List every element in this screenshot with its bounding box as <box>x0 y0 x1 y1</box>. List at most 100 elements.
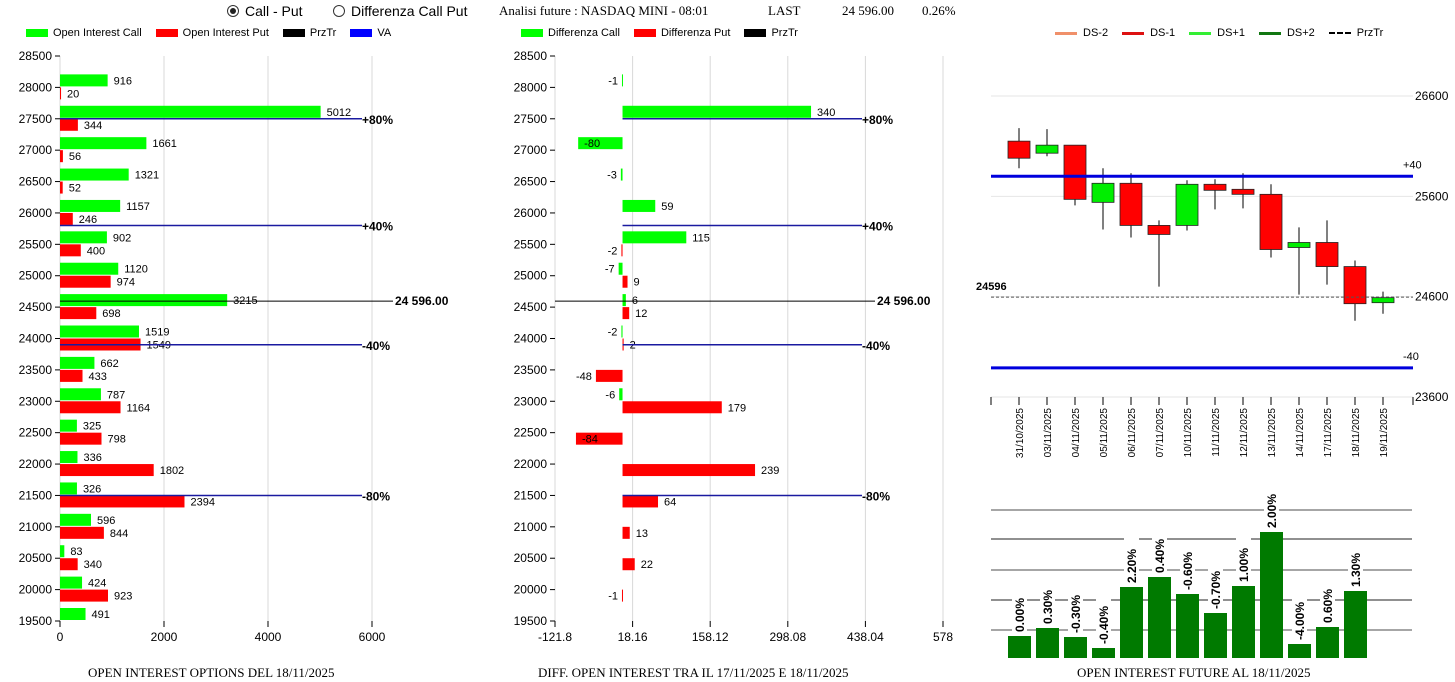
legend-label: PrzTr <box>1356 27 1384 39</box>
y-tick-label: 27500 <box>514 112 548 126</box>
va-label: -40% <box>862 339 890 353</box>
y-tick-label: 25000 <box>19 269 53 283</box>
bar-put-label: 239 <box>761 465 779 477</box>
bar-put <box>60 526 104 539</box>
x-tick-label: 03/11/2025 <box>1043 408 1054 458</box>
legend-diff: Differenza Call Differenza Put PrzTr <box>521 27 812 39</box>
legend-label: PrzTr <box>771 27 798 39</box>
bar-call-label: 662 <box>100 358 118 370</box>
legend-label: Open Interest Call <box>53 27 142 39</box>
bar-put <box>60 589 108 602</box>
legend-label: DS+2 <box>1286 27 1315 39</box>
przTr-label: 24 596.00 <box>877 294 931 308</box>
caption-diff: DIFF. OPEN INTEREST TRA IL 17/11/2025 E … <box>538 665 849 680</box>
x-tick-label: 298.08 <box>769 630 806 644</box>
x-tick-label: 14/11/2025 <box>1295 408 1306 458</box>
va-label: +40% <box>862 220 893 234</box>
header-last-label: LAST <box>768 3 801 18</box>
bar-put-label: -1 <box>608 591 618 603</box>
legend-line <box>1189 31 1212 35</box>
legend-line <box>1055 31 1077 35</box>
bar-put <box>60 181 63 194</box>
przTr-label: 24596 <box>976 281 1007 293</box>
bar-put-label: -2 <box>608 245 618 257</box>
y-tick-label: 25000 <box>514 269 548 283</box>
bar-put-label: 433 <box>89 371 107 383</box>
legend-item-ds+1: DS+1 <box>1189 27 1245 39</box>
chart-diff-open-interest: -121.8 18.16 158.12 298.08 438.04 578 28500 280… <box>514 49 954 644</box>
y-tick-label: 25600 <box>1415 189 1449 203</box>
candle-down <box>1259 193 1283 250</box>
legend-options: Open Interest Call Open Interest Put Prz… <box>26 27 405 39</box>
legend-label: Differenza Put <box>660 27 731 39</box>
candle-down <box>1231 188 1255 195</box>
caption-future: OPEN INTEREST FUTURE AL 18/11/2025 <box>1077 665 1311 680</box>
bar-call-label: 787 <box>107 389 125 401</box>
x-tick-label: 17/11/2025 <box>1323 408 1334 458</box>
y-tick-label: 25500 <box>19 237 53 251</box>
bar-put-label: 1802 <box>160 465 184 477</box>
y-tick-label: 28000 <box>19 80 53 94</box>
y-tick-label: 24000 <box>19 332 53 346</box>
future-bar-label: 0.60% <box>1321 589 1335 623</box>
bar-put <box>622 275 628 288</box>
bar-put-label: 179 <box>728 402 746 414</box>
radio-differenza-label: Differenza Call Put <box>351 3 468 19</box>
y-tick-label: 21000 <box>514 520 548 534</box>
bar-call <box>578 137 623 150</box>
x-tick-label: 2000 <box>151 630 178 644</box>
bar-call <box>60 325 139 338</box>
x-tick-label: 4000 <box>255 630 282 644</box>
future-bar-label: 2.20% <box>1125 549 1139 583</box>
y-tick-label: 23500 <box>514 363 548 377</box>
y-tick-label: 19500 <box>514 614 548 628</box>
bar-put <box>622 464 756 477</box>
x-tick-label: 10/11/2025 <box>1183 408 1194 458</box>
future-bar <box>1344 591 1367 658</box>
y-tick-label: 20500 <box>19 551 53 565</box>
bar-put <box>60 495 185 508</box>
bar-put <box>60 275 111 288</box>
bar-put-label: 698 <box>102 308 120 320</box>
header-change: 0.26% <box>922 3 956 18</box>
radio-differenza-call-put[interactable]: Differenza Call Put <box>333 3 467 19</box>
legend-label: DS-2 <box>1083 27 1109 39</box>
bar-call <box>60 513 91 526</box>
header-last-value: 24 596.00 <box>842 3 894 18</box>
y-tick-label: 27000 <box>19 143 53 157</box>
bar-put-label: 344 <box>84 120 102 132</box>
x-tick-label: 06/11/2025 <box>1127 408 1138 458</box>
bar-put-label: 64 <box>664 496 676 508</box>
bar-call-label: 1157 <box>126 201 150 213</box>
x-tick-label: 0 <box>57 630 64 644</box>
bar-call-label: 326 <box>83 483 101 495</box>
legend-line <box>1258 31 1281 35</box>
bar-call <box>619 388 623 401</box>
bar-call <box>60 356 95 369</box>
radio-call-put[interactable]: Call - Put <box>227 3 303 19</box>
y-tick-label: 23500 <box>19 363 53 377</box>
future-bar-label-bg <box>1068 587 1083 635</box>
future-bar-label: 0.30% <box>1041 590 1055 624</box>
bar-call <box>60 199 121 212</box>
candle-down <box>1315 242 1339 267</box>
bar-put <box>622 307 630 320</box>
bar-call <box>621 74 623 87</box>
legend-swatch <box>521 29 543 37</box>
legend-item-ds-1: DS-1 <box>1122 27 1175 39</box>
y-tick-label: 23600 <box>1415 390 1449 404</box>
future-bar <box>1232 586 1255 658</box>
y-tick-label: 24500 <box>19 300 53 314</box>
bar-put <box>60 150 63 163</box>
bar-put <box>622 401 722 414</box>
legend-item-put: Open Interest Put <box>155 27 269 39</box>
bar-call-label: 491 <box>92 609 110 621</box>
bar-call-label: -2 <box>608 327 618 339</box>
y-tick-label: 20500 <box>514 551 548 565</box>
y-tick-label: 28500 <box>19 49 53 63</box>
legend-label: Differenza Call <box>548 27 620 39</box>
legend-label: Open Interest Put <box>182 27 269 39</box>
x-tick-label: 18/11/2025 <box>1351 408 1362 458</box>
future-bar-label-bg <box>1320 577 1335 625</box>
radio-indicator <box>333 5 345 17</box>
